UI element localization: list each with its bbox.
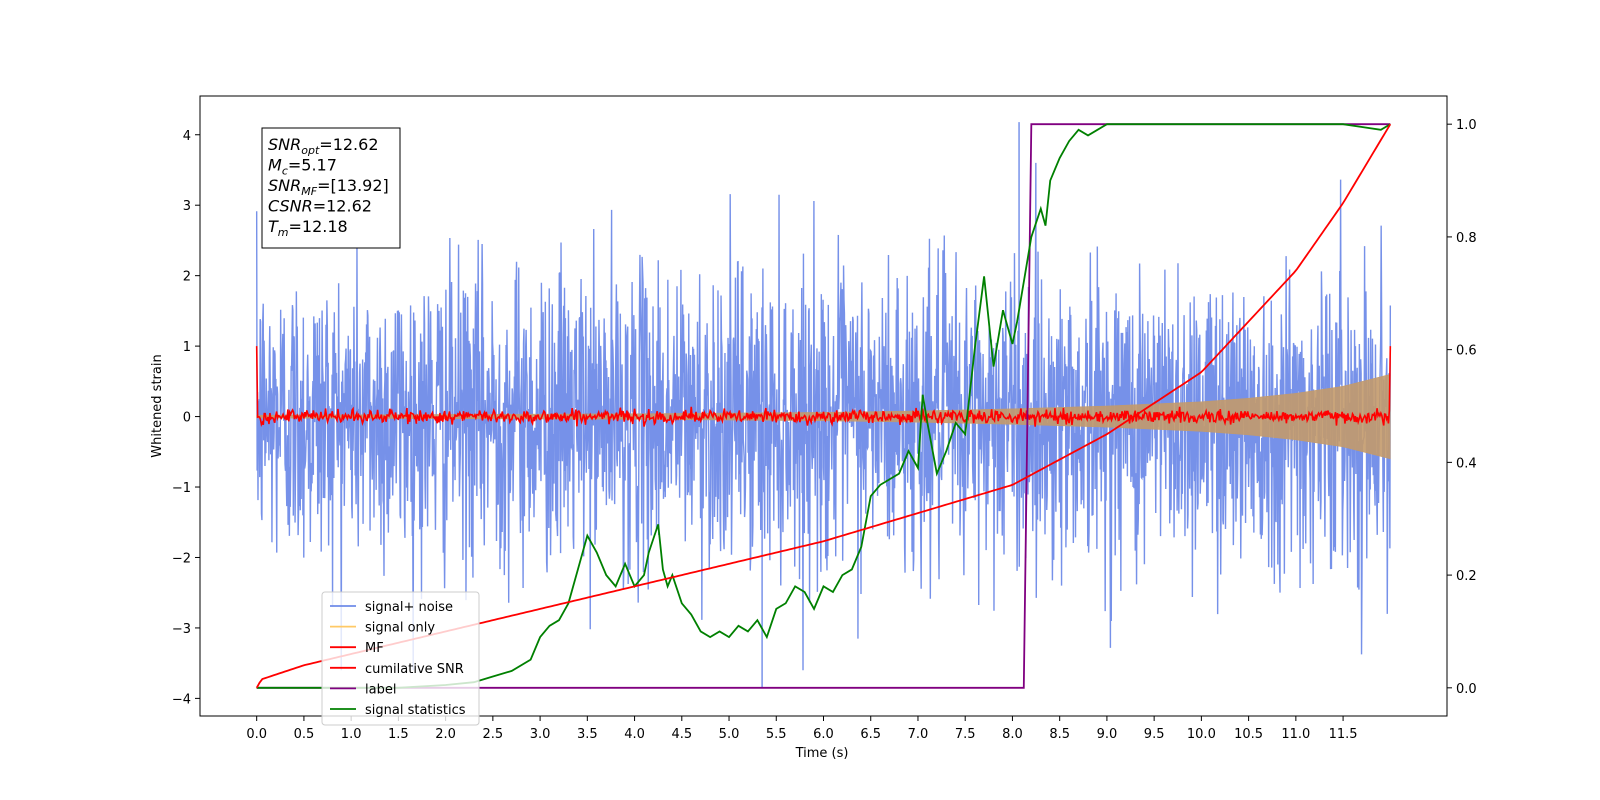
y2-tick-label: 0.2	[1456, 569, 1477, 584]
y-axis-right: 0.0 0.2 0.4 0.6 0.8 1.0	[1447, 118, 1477, 697]
x-tick-label: 0.5	[294, 727, 315, 742]
x-tick-label: 7.0	[908, 727, 929, 742]
signal-noise-series	[255, 122, 1392, 688]
legend-label: label	[365, 682, 396, 697]
y-axis-left: −4 −3 −2 −1 0 1 2 3 4	[172, 129, 200, 707]
x-tick-label: 11.0	[1281, 727, 1310, 742]
legend-label: signal only	[365, 621, 435, 636]
annotation-frame	[261, 127, 401, 249]
legend-label: MF	[365, 641, 384, 656]
x-tick-label: 1.5	[388, 727, 409, 742]
x-tick-label: 7.5	[955, 727, 976, 742]
x-tick-label: 2.0	[435, 727, 456, 742]
x-tick-label: 10.5	[1234, 727, 1263, 742]
annotation-line: Mc=5.17	[268, 156, 337, 178]
annotation-line: Tm=12.18	[268, 217, 348, 239]
legend-label: signal statistics	[365, 703, 466, 718]
mf-series	[255, 346, 1392, 427]
x-axis: 0.0 0.5 1.0 1.5 2.0 2.5 3.0 3.5 4.0 4.5 5.0 5.5 6.0 6…	[246, 716, 1358, 742]
y-tick-label: 4	[183, 129, 191, 144]
x-tick-label: 5.0	[719, 727, 740, 742]
y-tick-label: −1	[172, 481, 191, 496]
x-tick-label: 9.0	[1097, 727, 1118, 742]
x-tick-label: 8.0	[1002, 727, 1023, 742]
legend-label: signal+ noise	[365, 600, 453, 615]
x-tick-label: 6.5	[860, 727, 881, 742]
signal-noise-line	[255, 162, 1392, 671]
x-tick-label: 3.5	[577, 727, 598, 742]
y-axis-label: Whitened strain	[150, 354, 165, 457]
x-tick-label: 11.5	[1329, 727, 1358, 742]
x-tick-label: 6.0	[813, 727, 834, 742]
signal-statistics-line	[256, 123, 1391, 689]
mf-line	[255, 346, 1392, 427]
annotation-line: SNRopt=12.62	[268, 135, 379, 157]
x-tick-label: 9.5	[1144, 727, 1165, 742]
x-tick-label: 8.5	[1049, 727, 1070, 742]
y-tick-label: 0	[183, 411, 191, 426]
legend: signal+ noise signal only MF cumilative SNR…	[321, 591, 480, 726]
y2-tick-label: 0.4	[1456, 456, 1477, 471]
x-tick-label: 10.0	[1187, 727, 1216, 742]
x-tick-label: 0.0	[246, 727, 267, 742]
x-axis-label: Time (s)	[795, 746, 849, 761]
y-tick-label: 2	[183, 270, 191, 285]
x-tick-label: 1.0	[341, 727, 362, 742]
y-tick-label: 3	[183, 199, 191, 214]
x-tick-label: 2.5	[483, 727, 504, 742]
annotation-box: SNRopt=12.62Mc=5.17SNRMF=[13.92]CSNR=12.…	[261, 127, 401, 249]
annotation-line: CSNR=12.62	[268, 197, 372, 216]
x-tick-label: 4.5	[671, 727, 692, 742]
y2-tick-label: 0.0	[1456, 682, 1477, 697]
y2-tick-label: 0.6	[1456, 344, 1477, 359]
y2-tick-label: 0.8	[1456, 231, 1477, 246]
x-tick-label: 4.0	[624, 727, 645, 742]
y-tick-label: 1	[183, 340, 191, 355]
x-tick-label: 5.5	[766, 727, 787, 742]
legend-label: cumilative SNR	[365, 662, 464, 677]
y-tick-label: −2	[172, 551, 191, 566]
legend-frame	[321, 591, 480, 726]
y2-tick-label: 1.0	[1456, 118, 1477, 133]
y-tick-label: −3	[172, 622, 191, 637]
x-tick-label: 3.0	[530, 727, 551, 742]
plot-area	[255, 122, 1392, 689]
annotation-line: SNRMF=[13.92]	[268, 176, 389, 198]
y-tick-label: −4	[172, 692, 191, 707]
